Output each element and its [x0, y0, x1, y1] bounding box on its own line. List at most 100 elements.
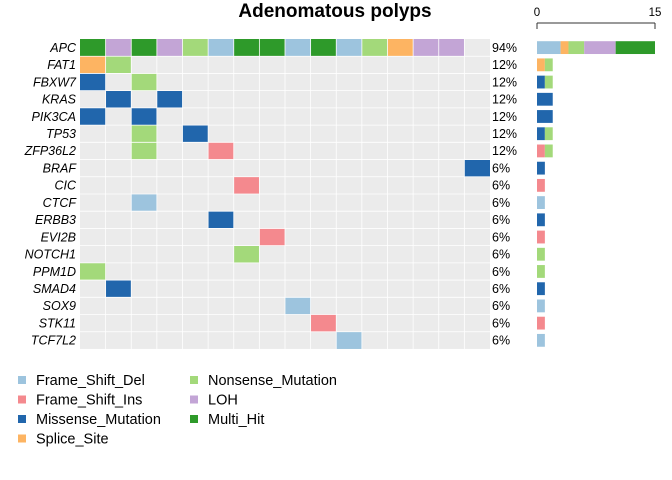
- percentage-label: 6%: [492, 316, 510, 330]
- percentage-label: 6%: [492, 248, 510, 262]
- gene-label: BRAF: [43, 161, 78, 175]
- count-bar-segment: [537, 299, 545, 313]
- percentage-label: 6%: [492, 230, 510, 244]
- mutation-cell: [259, 39, 285, 57]
- percentage-labels: 94% 12% 12% 12% 12% 12% 12% 6% 6% 6% 6% 6% 6% 6% 6% 6% 6…: [492, 41, 517, 348]
- legend-label: Missense_Mutation: [36, 412, 161, 428]
- percentage-label: 6%: [492, 196, 510, 210]
- percentage-label: 12%: [492, 58, 517, 72]
- mutation-cell: [131, 107, 157, 126]
- percentage-label: 6%: [492, 334, 510, 348]
- legend-swatch: [18, 434, 26, 443]
- mutation-cell: [80, 56, 106, 74]
- mutation-cell: [131, 142, 157, 160]
- axis-tick-label: 0: [534, 7, 540, 19]
- count-bar-segment: [584, 41, 616, 55]
- mutation-cell: [336, 39, 362, 57]
- chart-title: Adenomatous polyps: [238, 1, 431, 22]
- count-bar-segment: [537, 196, 545, 209]
- percentage-label: 6%: [492, 299, 510, 313]
- count-bar-segment: [537, 265, 545, 278]
- count-bar-segment: [544, 127, 553, 141]
- percentage-label: 6%: [492, 265, 510, 279]
- gene-label: CIC: [54, 179, 77, 193]
- legend-swatch: [190, 395, 198, 404]
- count-bar-segment: [544, 58, 553, 72]
- mutation-cell: [182, 125, 209, 143]
- mutation-matrix: [80, 39, 490, 349]
- legend-swatch: [190, 415, 198, 423]
- legend-swatch: [18, 415, 26, 423]
- gene-label: SMAD4: [33, 282, 76, 296]
- count-bar-segment: [537, 247, 545, 261]
- count-bar-segment: [537, 316, 545, 330]
- percentage-label: 6%: [492, 282, 510, 296]
- gene-label: PPM1D: [33, 265, 76, 279]
- mutation-cell: [80, 73, 106, 91]
- percentage-label: 12%: [492, 75, 517, 89]
- legend-label: LOH: [208, 393, 238, 409]
- count-bar-segment: [537, 41, 561, 55]
- count-bar-segment: [537, 178, 545, 192]
- percentage-label: 12%: [492, 93, 517, 107]
- mutation-cell: [80, 39, 106, 57]
- legend-swatch: [190, 376, 198, 384]
- mutation-cell: [310, 314, 337, 332]
- gene-label: ZFP36L2: [24, 144, 76, 158]
- count-bar-segment: [537, 282, 545, 296]
- mutation-cell: [413, 39, 439, 57]
- mutation-cell: [105, 39, 132, 57]
- mutation-cell: [80, 107, 106, 126]
- count-bar-segment: [560, 41, 569, 55]
- mutation-cell: [464, 159, 490, 177]
- legend-label: Frame_Shift_Del: [36, 373, 145, 389]
- count-bar-segment: [537, 92, 553, 106]
- mutation-cell: [361, 39, 388, 57]
- gene-label: TP53: [46, 127, 76, 141]
- gene-label: FBXW7: [33, 75, 77, 89]
- mutation-cell: [131, 193, 157, 212]
- mutation-cell: [131, 39, 157, 57]
- mutation-cell: [285, 39, 311, 57]
- legend: Frame_Shift_Del Frame_Shift_Ins Missense_M…: [18, 373, 337, 448]
- gene-label: CTCF: [43, 196, 78, 210]
- mutation-cell: [105, 90, 132, 108]
- mutation-count-axis: 0 15: [534, 7, 661, 29]
- count-bar-segment: [537, 161, 545, 175]
- percentage-label: 12%: [492, 110, 517, 124]
- mutation-cell: [336, 331, 362, 349]
- mutation-cell: [80, 262, 106, 281]
- count-bar-segment: [537, 58, 545, 72]
- mutation-cell: [438, 39, 465, 57]
- mutation-cell: [131, 125, 157, 143]
- legend-swatch: [18, 395, 26, 404]
- count-bar-segment: [537, 127, 545, 141]
- mutation-cell: [285, 297, 311, 315]
- legend-label: Splice_Site: [36, 432, 109, 448]
- mutation-cell: [387, 39, 414, 57]
- count-bar-segment: [544, 75, 553, 89]
- legend-label: Multi_Hit: [208, 412, 264, 428]
- gene-label: APC: [49, 41, 77, 55]
- mutation-cell: [182, 39, 209, 57]
- percentage-label: 6%: [492, 213, 510, 227]
- gene-label: FAT1: [47, 58, 76, 72]
- legend-swatch: [18, 376, 26, 384]
- mutation-cell: [233, 176, 260, 194]
- percentage-label: 6%: [492, 161, 510, 175]
- gene-label: PIK3CA: [32, 110, 76, 124]
- mutation-cell: [310, 39, 337, 57]
- gene-labels: APC FAT1 FBXW7 KRAS PIK3CA TP53 ZFP36L2 BRAF CIC…: [24, 41, 78, 348]
- mutation-cell: [259, 228, 285, 246]
- count-bar-segment: [537, 333, 545, 347]
- percentage-label: 12%: [492, 144, 517, 158]
- count-bar-segment: [537, 230, 545, 244]
- count-bar-segment: [568, 41, 585, 55]
- mutation-cell: [208, 39, 234, 57]
- count-bar-segment: [537, 213, 545, 227]
- mutation-cell: [208, 211, 234, 229]
- percentage-label: 12%: [492, 127, 517, 141]
- legend-label: Frame_Shift_Ins: [36, 393, 142, 409]
- mutation-cell: [131, 73, 157, 91]
